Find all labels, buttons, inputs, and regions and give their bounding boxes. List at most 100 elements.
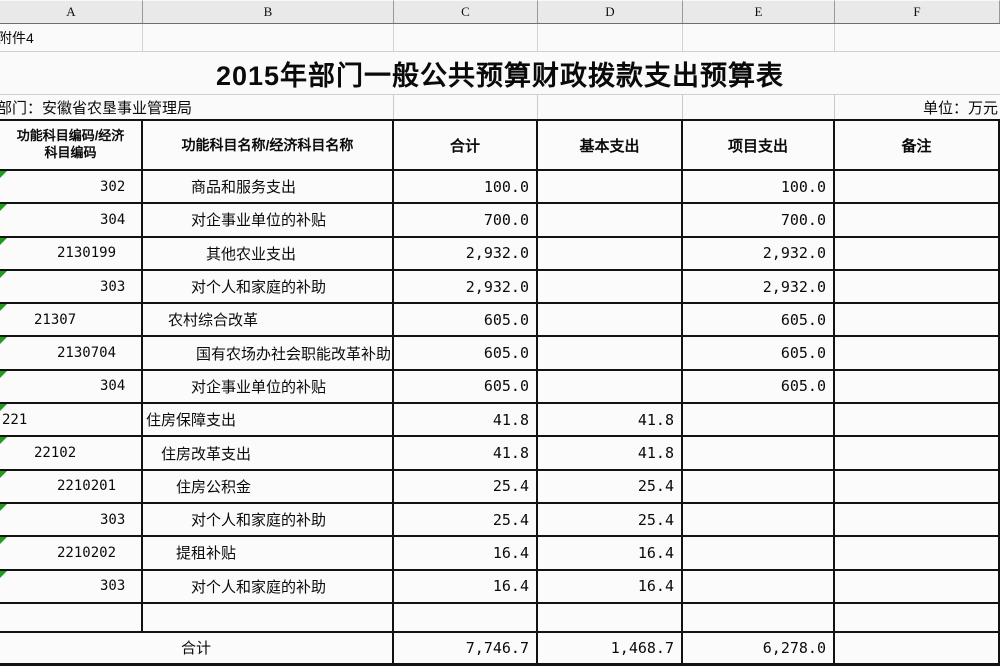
column-header-e[interactable]: E — [683, 0, 835, 23]
cell-name[interactable] — [143, 603, 394, 633]
cell-basic[interactable] — [538, 304, 683, 338]
cell-project[interactable] — [683, 503, 835, 538]
cell-note[interactable] — [835, 204, 1000, 238]
cell-project[interactable] — [683, 537, 835, 571]
header-code[interactable]: 功能科目编码/经济 科目编码 — [0, 121, 143, 171]
cell-total[interactable]: 2,932.0 — [394, 270, 538, 305]
total-row-note[interactable] — [835, 632, 1000, 665]
cell-basic[interactable] — [538, 370, 683, 405]
cell-name[interactable]: 国有农场办社会职能改革补助 — [143, 337, 394, 371]
cell-basic[interactable] — [538, 270, 683, 305]
header-name[interactable]: 功能科目名称/经济科目名称 — [143, 121, 394, 171]
header-project[interactable]: 项目支出 — [683, 121, 835, 171]
column-header-f[interactable]: F — [835, 0, 1000, 23]
header-total[interactable]: 合计 — [394, 121, 538, 171]
cell-note[interactable] — [835, 370, 1000, 405]
cell-name[interactable]: 住房保障支出 — [143, 404, 394, 438]
cell-project[interactable]: 100.0 — [683, 171, 835, 205]
cell-total[interactable]: 25.4 — [394, 470, 538, 504]
column-header-b[interactable]: B — [143, 0, 394, 23]
cell-code[interactable]: 221 — [0, 404, 143, 438]
cell-total[interactable]: 2,932.0 — [394, 237, 538, 271]
grid-cell[interactable] — [0, 24, 143, 51]
cell-name[interactable]: 其他农业支出 — [143, 237, 394, 271]
cell-name[interactable]: 对个人和家庭的补助 — [143, 270, 394, 305]
cell-code[interactable]: 303 — [0, 503, 143, 538]
cell-basic[interactable]: 25.4 — [538, 470, 683, 504]
cell-project[interactable] — [683, 437, 835, 471]
header-basic[interactable]: 基本支出 — [538, 121, 683, 171]
cell-name[interactable]: 商品和服务支出 — [143, 171, 394, 205]
cell-note[interactable] — [835, 603, 1000, 633]
cell-basic[interactable] — [538, 337, 683, 371]
cell-total[interactable]: 605.0 — [394, 337, 538, 371]
cell-note[interactable] — [835, 171, 1000, 205]
cell-code[interactable]: 303 — [0, 270, 143, 305]
grid-cell[interactable] — [538, 95, 683, 119]
total-row-basic[interactable]: 1,468.7 — [538, 632, 683, 665]
cell-project[interactable]: 2,932.0 — [683, 270, 835, 305]
grid-cell[interactable] — [683, 95, 835, 119]
cell-basic[interactable]: 41.8 — [538, 404, 683, 438]
cell-basic[interactable] — [538, 204, 683, 238]
cell-code[interactable]: 22102 — [0, 437, 143, 471]
cell-name[interactable]: 对企事业单位的补贴 — [143, 370, 394, 405]
grid-cell[interactable] — [394, 24, 538, 51]
cell-name[interactable]: 住房公积金 — [143, 470, 394, 504]
total-row-label[interactable]: 合计 — [0, 632, 394, 665]
cell-project[interactable]: 2,932.0 — [683, 237, 835, 271]
cell-code[interactable]: 304 — [0, 204, 143, 238]
cell-note[interactable] — [835, 570, 1000, 604]
cell-total[interactable] — [394, 603, 538, 633]
cell-total[interactable]: 16.4 — [394, 537, 538, 571]
cell-basic[interactable] — [538, 603, 683, 633]
cell-name[interactable]: 农村综合改革 — [143, 304, 394, 338]
cell-total[interactable]: 16.4 — [394, 570, 538, 604]
cell-total[interactable]: 41.8 — [394, 437, 538, 471]
cell-code[interactable]: 21307 — [0, 304, 143, 338]
cell-note[interactable] — [835, 270, 1000, 305]
cell-note[interactable] — [835, 337, 1000, 371]
cell-basic[interactable]: 16.4 — [538, 537, 683, 571]
cell-project[interactable] — [683, 570, 835, 604]
grid-cell[interactable] — [143, 24, 394, 51]
page-title[interactable]: 2015年部门一般公共预算财政拨款支出预算表 — [215, 60, 785, 91]
cell-total[interactable]: 605.0 — [394, 370, 538, 405]
total-row-total[interactable]: 7,746.7 — [394, 632, 538, 665]
cell-code[interactable]: 2210202 — [0, 537, 143, 571]
cell-project[interactable]: 605.0 — [683, 337, 835, 371]
column-header-c[interactable]: C — [394, 0, 538, 23]
cell-total[interactable]: 100.0 — [394, 171, 538, 205]
cell-project[interactable]: 700.0 — [683, 204, 835, 238]
cell-note[interactable] — [835, 470, 1000, 504]
cell-code[interactable] — [0, 603, 143, 633]
cell-code[interactable]: 2210201 — [0, 470, 143, 504]
cell-basic[interactable] — [538, 237, 683, 271]
department-cell[interactable]: 部门：安徽省农垦事业管理局 — [0, 95, 394, 119]
cell-project[interactable] — [683, 603, 835, 633]
cell-total[interactable]: 25.4 — [394, 503, 538, 538]
cell-total[interactable]: 41.8 — [394, 404, 538, 438]
cell-code[interactable]: 302 — [0, 171, 143, 205]
cell-basic[interactable]: 16.4 — [538, 570, 683, 604]
cell-total[interactable]: 700.0 — [394, 204, 538, 238]
grid-cell[interactable] — [683, 24, 835, 51]
unit-cell[interactable]: 单位：万元 — [835, 95, 1000, 119]
cell-name[interactable]: 对个人和家庭的补助 — [143, 503, 394, 538]
cell-total[interactable]: 605.0 — [394, 304, 538, 338]
column-header-a[interactable]: A — [0, 0, 143, 23]
cell-basic[interactable]: 41.8 — [538, 437, 683, 471]
grid-cell[interactable] — [835, 24, 1000, 51]
cell-name[interactable]: 对企事业单位的补贴 — [143, 204, 394, 238]
grid-cell[interactable] — [538, 24, 683, 51]
cell-project[interactable]: 605.0 — [683, 304, 835, 338]
cell-code[interactable]: 2130704 — [0, 337, 143, 371]
grid-cell[interactable] — [394, 95, 538, 119]
cell-note[interactable] — [835, 537, 1000, 571]
cell-note[interactable] — [835, 237, 1000, 271]
cell-code[interactable]: 303 — [0, 570, 143, 604]
cell-project[interactable] — [683, 470, 835, 504]
cell-name[interactable]: 提租补贴 — [143, 537, 394, 571]
cell-code[interactable]: 2130199 — [0, 237, 143, 271]
cell-note[interactable] — [835, 304, 1000, 338]
